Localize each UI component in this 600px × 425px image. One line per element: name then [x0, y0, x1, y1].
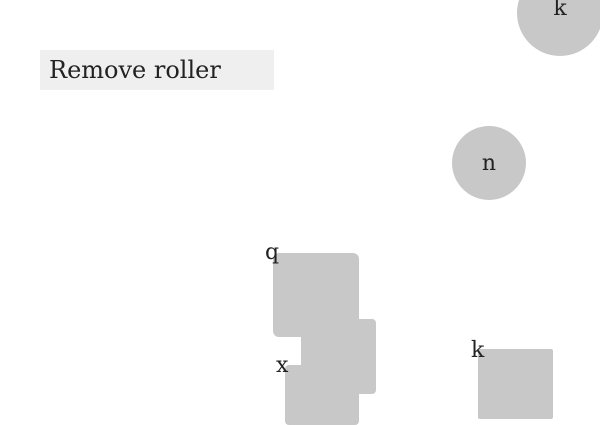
circle-node-k-label: k — [553, 0, 567, 21]
circle-node-n-label: n — [481, 150, 497, 176]
circle-node-n[interactable]: n — [452, 126, 526, 200]
remove-roller-button[interactable]: Remove roller — [40, 50, 274, 90]
block-x-label: x — [276, 353, 289, 378]
block-k-label: k — [471, 338, 485, 363]
block-x[interactable] — [285, 365, 359, 425]
circle-node-k[interactable]: k — [517, 0, 600, 56]
block-q-label: q — [265, 240, 280, 265]
block-k[interactable] — [478, 349, 553, 419]
